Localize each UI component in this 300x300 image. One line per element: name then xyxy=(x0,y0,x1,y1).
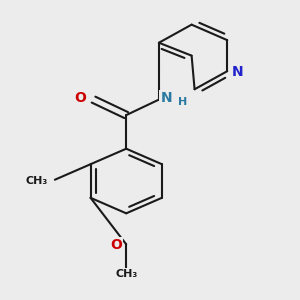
Text: CH₃: CH₃ xyxy=(115,269,137,279)
Text: N: N xyxy=(232,65,243,79)
Text: N: N xyxy=(160,91,172,105)
Text: O: O xyxy=(74,91,86,105)
Text: O: O xyxy=(110,238,122,252)
Text: H: H xyxy=(178,97,188,107)
Text: CH₃: CH₃ xyxy=(25,176,47,186)
